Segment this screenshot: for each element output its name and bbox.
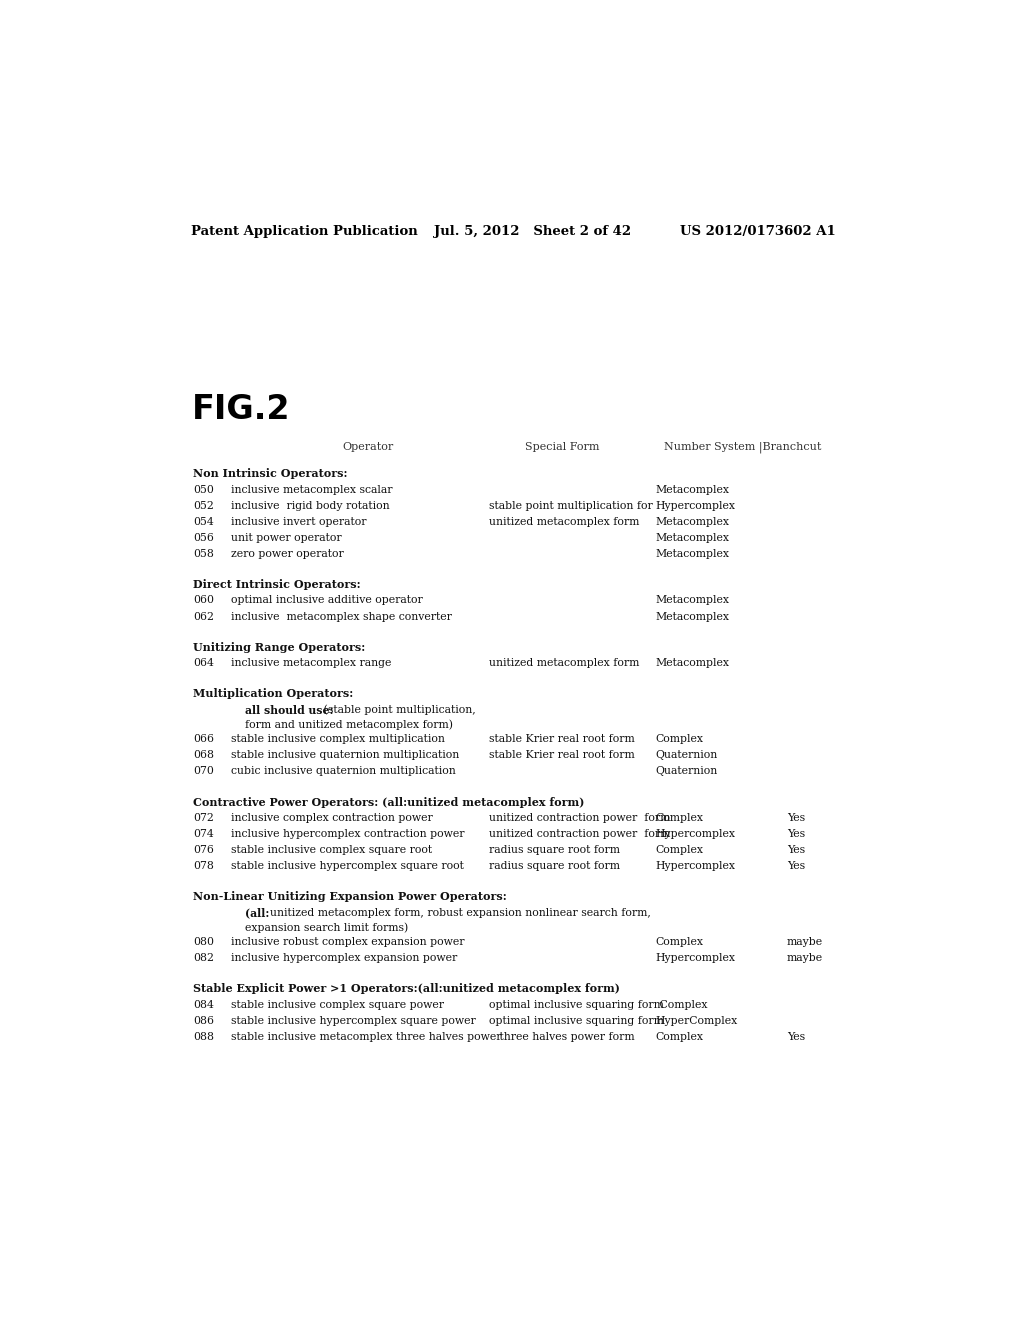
Text: Metacomplex: Metacomplex [655, 484, 730, 495]
Text: 082: 082 [194, 953, 214, 964]
Text: 056: 056 [194, 533, 214, 543]
Text: form and unitized metacomplex form): form and unitized metacomplex form) [246, 719, 454, 730]
Text: 080: 080 [194, 937, 214, 948]
Text: Jul. 5, 2012   Sheet 2 of 42: Jul. 5, 2012 Sheet 2 of 42 [433, 226, 631, 238]
Text: 058: 058 [194, 549, 214, 558]
Text: 068: 068 [194, 750, 214, 760]
Text: stable inclusive metacomplex three halves power: stable inclusive metacomplex three halve… [231, 1032, 502, 1041]
Text: stable inclusive complex square root: stable inclusive complex square root [231, 845, 432, 855]
Text: (stable point multiplication,: (stable point multiplication, [321, 705, 476, 715]
Text: inclusive robust complex expansion power: inclusive robust complex expansion power [231, 937, 465, 948]
Text: maybe: maybe [786, 953, 823, 964]
Text: 054: 054 [194, 517, 214, 527]
Text: 064: 064 [194, 659, 214, 668]
Text: inclusive hypercomplex expansion power: inclusive hypercomplex expansion power [231, 953, 458, 964]
Text: stable Krier real root form: stable Krier real root form [489, 734, 635, 744]
Text: HyperComplex: HyperComplex [655, 1016, 738, 1026]
Text: 088: 088 [194, 1032, 214, 1041]
Text: cubic inclusive quaternion multiplication: cubic inclusive quaternion multiplicatio… [231, 767, 456, 776]
Text: Complex: Complex [655, 813, 703, 822]
Text: stable inclusive quaternion multiplication: stable inclusive quaternion multiplicati… [231, 750, 460, 760]
Text: radius square root form: radius square root form [489, 845, 621, 855]
Text: Direct Intrinsic Operators:: Direct Intrinsic Operators: [194, 579, 360, 590]
Text: 076: 076 [194, 845, 214, 855]
Text: unit power operator: unit power operator [231, 533, 342, 543]
Text: Complex: Complex [655, 1032, 703, 1041]
Text: 066: 066 [194, 734, 214, 744]
Text: US 2012/0173602 A1: US 2012/0173602 A1 [680, 226, 836, 238]
Text: Hypercomplex: Hypercomplex [655, 500, 735, 511]
Text: Metacomplex: Metacomplex [655, 659, 730, 668]
Text: optimal inclusive squaring form: optimal inclusive squaring form [489, 1016, 664, 1026]
Text: unitized contraction power  form: unitized contraction power form [489, 829, 671, 840]
Text: unitized contraction power  form: unitized contraction power form [489, 813, 671, 822]
Text: inclusive  metacomplex shape converter: inclusive metacomplex shape converter [231, 611, 452, 622]
Text: stable Krier real root form: stable Krier real root form [489, 750, 635, 760]
Text: Yes: Yes [786, 813, 805, 822]
Text: 052: 052 [194, 500, 214, 511]
Text: Metacomplex: Metacomplex [655, 549, 730, 558]
Text: 062: 062 [194, 611, 214, 622]
Text: Complex: Complex [655, 845, 703, 855]
Text: all should use:: all should use: [246, 705, 334, 715]
Text: Complex: Complex [655, 937, 703, 948]
Text: stable inclusive complex square power: stable inclusive complex square power [231, 999, 444, 1010]
Text: Special Form: Special Form [524, 442, 599, 451]
Text: three halves power form: three halves power form [489, 1032, 635, 1041]
Text: unitized metacomplex form: unitized metacomplex form [489, 517, 639, 527]
Text: inclusive hypercomplex contraction power: inclusive hypercomplex contraction power [231, 829, 465, 840]
Text: Yes: Yes [786, 861, 805, 871]
Text: Metacomplex: Metacomplex [655, 595, 730, 606]
Text: Quaternion: Quaternion [655, 750, 718, 760]
Text: Hypercomplex: Hypercomplex [655, 953, 735, 964]
Text: inclusive  rigid body rotation: inclusive rigid body rotation [231, 500, 390, 511]
Text: Yes: Yes [786, 829, 805, 840]
Text: Quaternion: Quaternion [655, 767, 718, 776]
Text: 060: 060 [194, 595, 214, 606]
Text: Complex: Complex [655, 999, 708, 1010]
Text: stable inclusive hypercomplex square power: stable inclusive hypercomplex square pow… [231, 1016, 476, 1026]
Text: FIG.2: FIG.2 [191, 393, 290, 426]
Text: radius square root form: radius square root form [489, 861, 621, 871]
Text: Metacomplex: Metacomplex [655, 533, 730, 543]
Text: optimal inclusive squaring form: optimal inclusive squaring form [489, 999, 664, 1010]
Text: 050: 050 [194, 484, 214, 495]
Text: 070: 070 [194, 767, 214, 776]
Text: Non Intrinsic Operators:: Non Intrinsic Operators: [194, 469, 347, 479]
Text: Hypercomplex: Hypercomplex [655, 829, 735, 840]
Text: Yes: Yes [786, 845, 805, 855]
Text: Patent Application Publication: Patent Application Publication [191, 226, 418, 238]
Text: Number System |Branchcut: Number System |Branchcut [664, 442, 821, 454]
Text: maybe: maybe [786, 937, 823, 948]
Text: inclusive metacomplex range: inclusive metacomplex range [231, 659, 391, 668]
Text: stable inclusive complex multiplication: stable inclusive complex multiplication [231, 734, 445, 744]
Text: optimal inclusive additive operator: optimal inclusive additive operator [231, 595, 423, 606]
Text: Yes: Yes [786, 1032, 805, 1041]
Text: 078: 078 [194, 861, 214, 871]
Text: zero power operator: zero power operator [231, 549, 344, 558]
Text: Metacomplex: Metacomplex [655, 517, 730, 527]
Text: inclusive metacomplex scalar: inclusive metacomplex scalar [231, 484, 392, 495]
Text: inclusive complex contraction power: inclusive complex contraction power [231, 813, 433, 822]
Text: unitized metacomplex form, robust expansion nonlinear search form,: unitized metacomplex form, robust expans… [270, 908, 651, 917]
Text: stable inclusive hypercomplex square root: stable inclusive hypercomplex square roo… [231, 861, 464, 871]
Text: Stable Explicit Power >1 Operators:(all:unitized metacomplex form): Stable Explicit Power >1 Operators:(all:… [194, 983, 620, 994]
Text: stable point multiplication for: stable point multiplication for [489, 500, 653, 511]
Text: inclusive invert operator: inclusive invert operator [231, 517, 367, 527]
Text: Metacomplex: Metacomplex [655, 611, 730, 622]
Text: (all:: (all: [246, 908, 270, 919]
Text: Complex: Complex [655, 734, 703, 744]
Text: unitized metacomplex form: unitized metacomplex form [489, 659, 639, 668]
Text: Unitizing Range Operators:: Unitizing Range Operators: [194, 642, 366, 653]
Text: Hypercomplex: Hypercomplex [655, 861, 735, 871]
Text: 072: 072 [194, 813, 214, 822]
Text: 074: 074 [194, 829, 214, 840]
Text: Operator: Operator [342, 442, 393, 451]
Text: 086: 086 [194, 1016, 214, 1026]
Text: Non-Linear Unitizing Expansion Power Operators:: Non-Linear Unitizing Expansion Power Ope… [194, 891, 507, 903]
Text: 084: 084 [194, 999, 214, 1010]
Text: expansion search limit forms): expansion search limit forms) [246, 923, 409, 933]
Text: Contractive Power Operators: (all:unitized metacomplex form): Contractive Power Operators: (all:unitiz… [194, 796, 585, 808]
Text: Multiplication Operators:: Multiplication Operators: [194, 688, 353, 700]
